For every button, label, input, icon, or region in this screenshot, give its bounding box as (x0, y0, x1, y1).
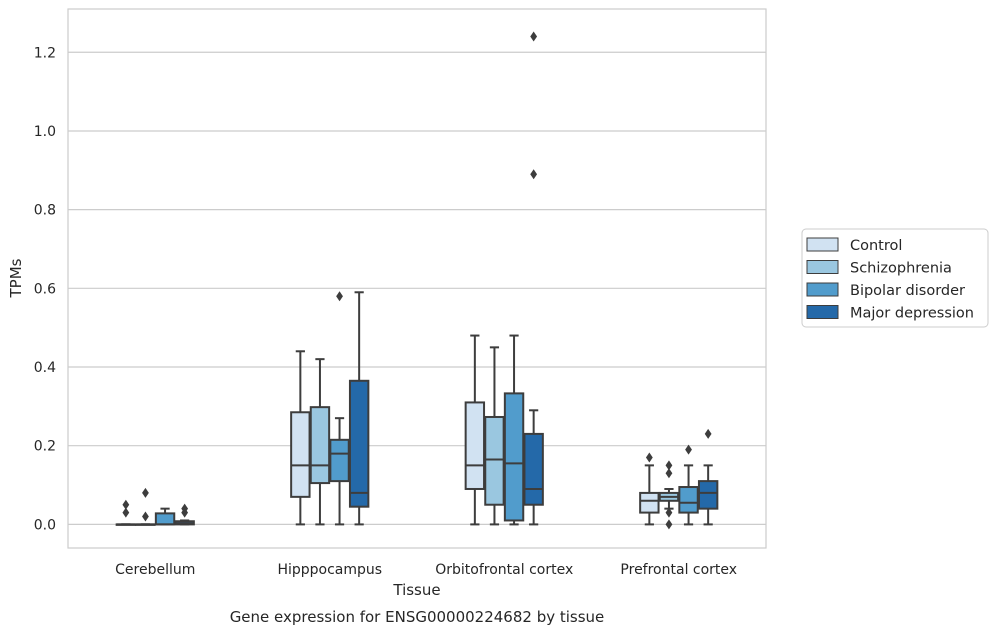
y-tick-labels: 0.0 0.2 0.4 0.6 0.8 1.0 1.2 (34, 45, 56, 533)
y-tick-label: 0.2 (34, 439, 56, 455)
y-tick-label: 0.4 (34, 360, 56, 376)
chart-caption: Gene expression for ENSG00000224682 by t… (230, 608, 605, 626)
outlier-point (645, 452, 653, 463)
box (503, 392, 525, 522)
box (678, 486, 699, 514)
outlier-point (665, 468, 673, 479)
box-group (154, 507, 176, 526)
outlier-point (142, 511, 149, 522)
outlier-point (685, 444, 692, 455)
legend-swatch (806, 305, 839, 319)
x-axis-label: Tissue (392, 581, 440, 599)
box-group (135, 487, 156, 526)
x-tick-labels: Cerebellum Hipppocampus Orbitofrontal cort… (115, 562, 737, 578)
outlier-point (142, 487, 149, 498)
y-gridlines (68, 51, 766, 525)
box-group (658, 460, 680, 530)
x-tick-label: Hipppocampus (277, 562, 382, 578)
box-group (503, 334, 525, 526)
box (523, 432, 544, 506)
outlier-point (336, 291, 343, 302)
box (309, 406, 331, 485)
legend-label: Major depression (850, 306, 974, 322)
box (464, 401, 486, 490)
box (329, 438, 350, 483)
x-tick-label: Orbitofrontal cortex (435, 562, 573, 578)
legend-label: Bipolar disorder (850, 283, 965, 299)
box-group (115, 499, 137, 526)
legend-swatch (806, 260, 839, 274)
legend-swatch (806, 237, 839, 252)
outlier-point (704, 428, 712, 439)
box (348, 379, 370, 508)
legend-label: Schizophrenia (850, 261, 952, 277)
y-tick-label: 0.8 (34, 203, 56, 219)
box-marks (115, 31, 719, 530)
legend-frame (801, 228, 989, 328)
y-tick-label: 1.0 (34, 124, 56, 140)
box-group (484, 346, 505, 526)
box (639, 491, 660, 514)
outlier-point (181, 503, 189, 514)
legend-swatch (806, 282, 839, 297)
x-tick-label: Cerebellum (115, 562, 195, 578)
box (484, 415, 505, 506)
box-group (329, 291, 350, 526)
box-group (174, 503, 195, 526)
outlier-point (122, 507, 130, 518)
box-group (639, 452, 660, 526)
outlier-point (530, 169, 538, 180)
box-group (309, 358, 331, 526)
box-group (697, 428, 719, 526)
outlier-point (665, 507, 673, 518)
box-group (523, 31, 544, 526)
outlier-point (530, 31, 538, 42)
y-tick-label: 0.0 (34, 517, 56, 533)
box (154, 512, 176, 526)
legend: Control Schizophrenia Bipolar disorder Majo… (801, 228, 989, 328)
plot-area (67, 8, 767, 549)
y-axis-label: TPMs (7, 258, 25, 298)
box-group (348, 291, 370, 526)
outlier-point (665, 519, 673, 530)
outlier-point (122, 499, 130, 510)
y-tick-label: 0.6 (34, 281, 56, 297)
box-group (290, 350, 311, 526)
legend-label: Control (850, 238, 902, 254)
box (290, 411, 311, 498)
box-group (464, 334, 486, 526)
box-group (678, 444, 699, 526)
outlier-point (665, 460, 673, 471)
box (697, 480, 719, 510)
y-tick-label: 1.2 (34, 45, 56, 61)
x-tick-label: Prefrontal cortex (620, 562, 737, 578)
